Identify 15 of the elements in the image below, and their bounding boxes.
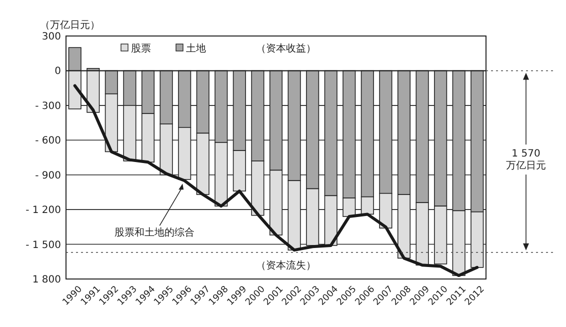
annotation: 股票和土地的综合 [114,226,195,239]
annotation: （资本流失） [256,260,316,272]
y-tick-label: - 900 [35,170,61,182]
y-tick-label: 1 800 [32,274,61,286]
y-tick-label: - 600 [35,136,61,147]
y-tick-label: - 1 500 [26,240,61,251]
y-tick-label: 300 [42,32,61,42]
annotation: （资本收益） [256,42,316,54]
y-axis-title: （万亿日元） [40,20,100,31]
y-tick-label: - 300 [35,100,61,112]
y-tick-label: - 1 200 [26,205,61,216]
y-tick-label: 0 [54,66,61,78]
legend-label: 股票 [131,44,151,54]
legend-label: 土地 [186,42,206,54]
text: 1 570 万亿日元 [506,148,546,172]
